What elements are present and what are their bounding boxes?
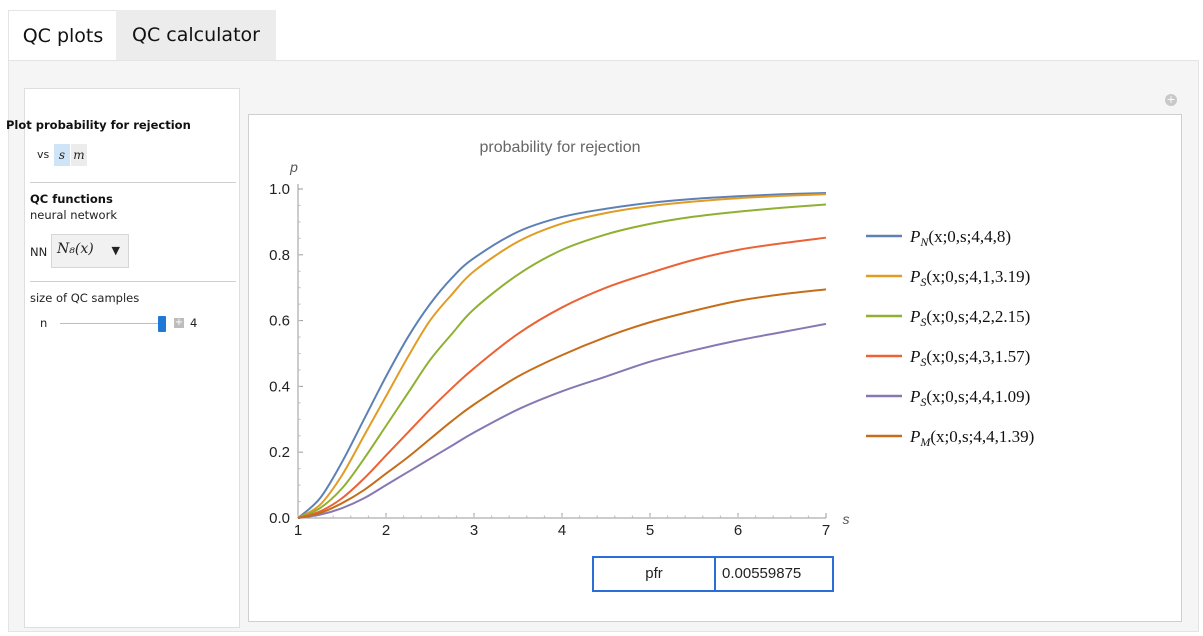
nn-label: NN xyxy=(30,245,48,259)
tab-qc-calculator[interactable]: QC calculator xyxy=(116,10,276,60)
legend-label-4: PS(x;0,s;4,3,1.57) xyxy=(909,347,1030,369)
y-axis-label: p xyxy=(289,159,298,175)
plot-frame xyxy=(248,114,1182,622)
n-slider-track[interactable] xyxy=(60,323,166,324)
vs-option-s[interactable]: s xyxy=(54,144,70,166)
vs-option-m[interactable]: m xyxy=(71,144,87,166)
x-tick-label: 4 xyxy=(558,522,566,539)
divider xyxy=(30,182,236,183)
vs-label: vs xyxy=(37,148,50,161)
qc-functions-heading: QC functions xyxy=(30,192,113,206)
y-tick-label: 0.6 xyxy=(269,313,290,330)
x-tick-label: 1 xyxy=(294,522,302,539)
nn-dropdown[interactable]: N₈(x) ▼ xyxy=(51,234,129,268)
series-line-1 xyxy=(297,191,827,519)
plus-circle-icon[interactable]: + xyxy=(1165,93,1177,106)
x-tick-label: 6 xyxy=(734,522,742,539)
plus-icon[interactable]: + xyxy=(174,317,184,328)
x-axis-label: s xyxy=(843,511,850,527)
legend-label-6: PM(x;0,s;4,4,1.39) xyxy=(909,427,1034,449)
triangle-down-icon: ▼ xyxy=(111,244,120,257)
legend-label-2: PS(x;0,s;4,1,3.19) xyxy=(909,267,1030,289)
pfr-result-box: pfr 0.00559875 xyxy=(592,556,834,592)
x-tick-label: 3 xyxy=(470,522,478,539)
pfr-label: pfr xyxy=(594,558,716,590)
plot-probability-heading: Plot probability for rejection xyxy=(6,118,191,132)
series-line-3 xyxy=(297,203,827,519)
nn-selected-value: N₈(x) xyxy=(57,241,94,257)
legend-label-1: PN(x;0,s;4,4,8) xyxy=(909,227,1011,249)
y-tick-label: 0.2 xyxy=(269,444,290,461)
y-tick-label: 1.0 xyxy=(269,181,290,198)
y-tick-label: 0.0 xyxy=(269,510,290,527)
x-tick-label: 7 xyxy=(822,522,830,539)
pfr-value: 0.00559875 xyxy=(722,565,802,582)
series-line-6 xyxy=(297,288,827,519)
size-of-samples-label: size of QC samples xyxy=(30,291,140,305)
chart-title: probability for rejection xyxy=(480,139,641,156)
series-line-4 xyxy=(297,236,827,519)
series-line-2 xyxy=(297,193,827,519)
series-line-5 xyxy=(297,322,827,519)
y-tick-label: 0.8 xyxy=(269,247,290,264)
x-tick-label: 5 xyxy=(646,522,654,539)
controls-sidebar xyxy=(24,88,240,628)
y-tick-label: 0.4 xyxy=(269,378,290,395)
n-label: n xyxy=(40,316,48,330)
neural-network-label: neural network xyxy=(30,208,117,222)
n-slider-thumb[interactable] xyxy=(158,316,166,332)
x-tick-label: 2 xyxy=(382,522,390,539)
divider xyxy=(30,281,236,282)
legend-label-5: PS(x;0,s;4,4,1.09) xyxy=(909,387,1030,409)
tab-qc-plots[interactable]: QC plots xyxy=(8,10,118,61)
n-value: 4 xyxy=(190,316,198,330)
legend-label-3: PS(x;0,s;4,2,2.15) xyxy=(909,307,1030,329)
